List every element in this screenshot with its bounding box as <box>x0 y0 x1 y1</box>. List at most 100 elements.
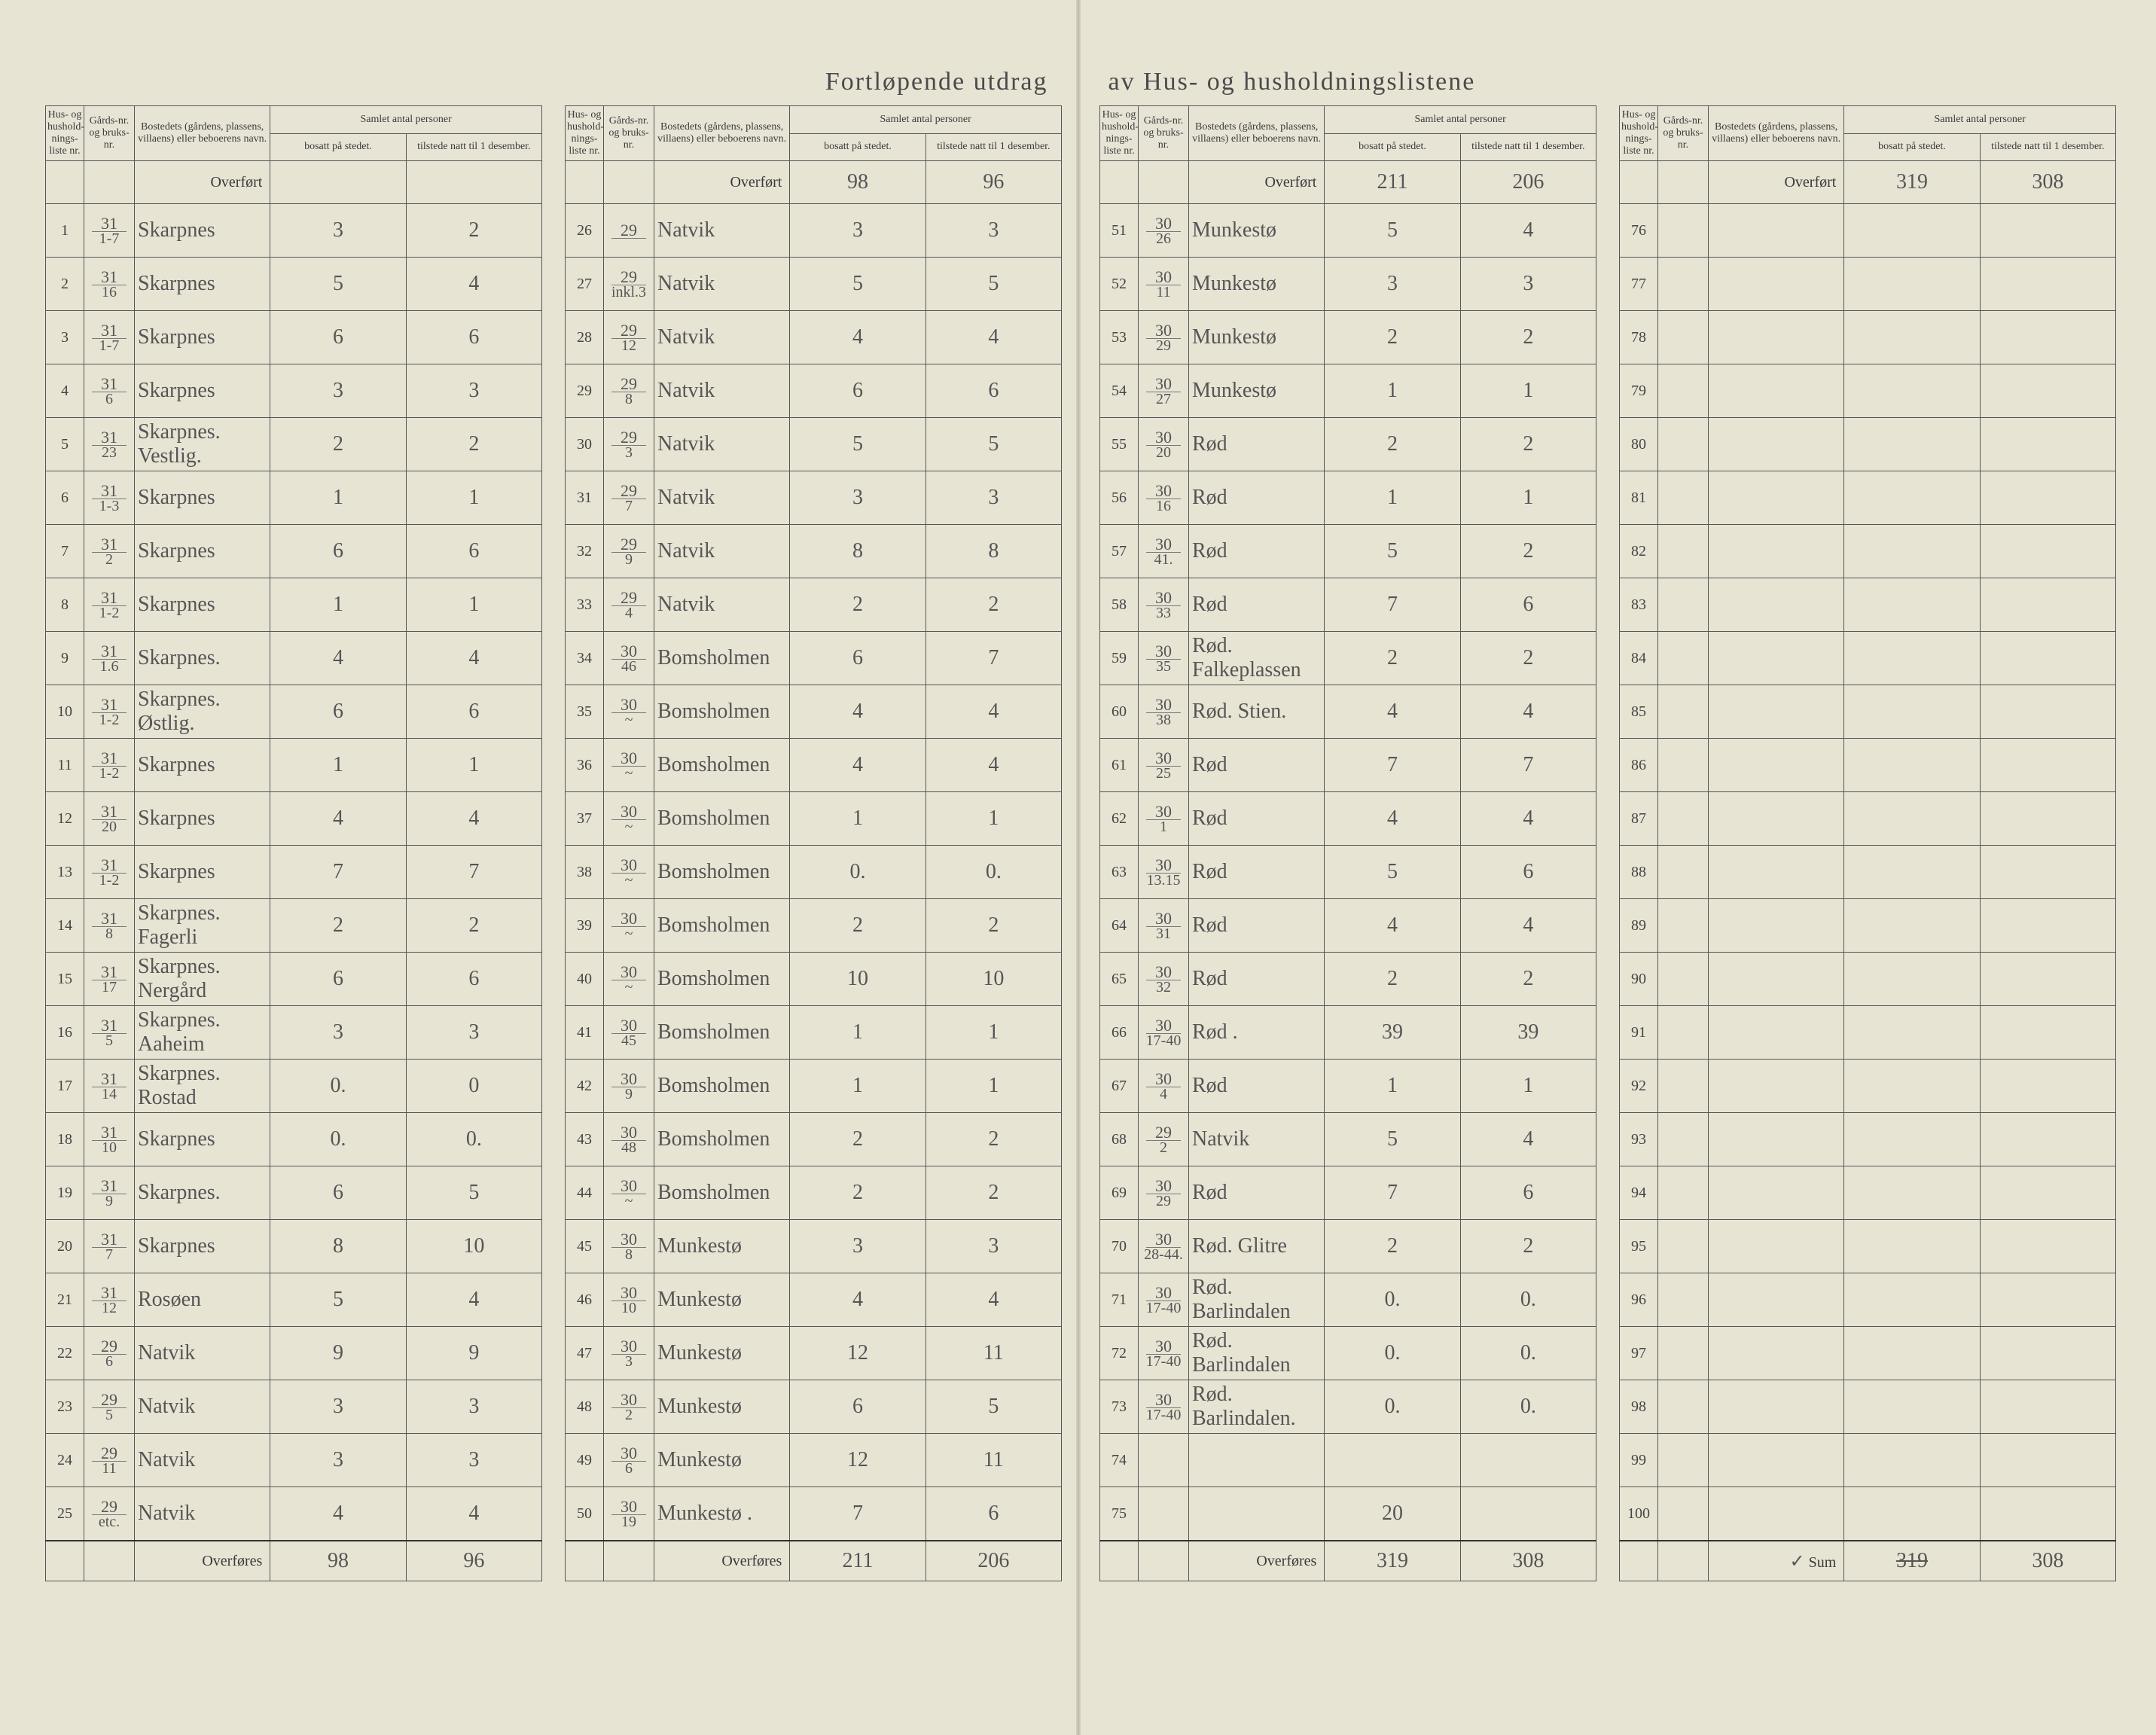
bosted-name: Skarpnes <box>135 525 270 578</box>
gard-bruk-nr: 319 <box>84 1166 135 1220</box>
table-row: 2629Natvik33 <box>566 204 1062 258</box>
bosatt-count: 2 <box>1325 1220 1460 1273</box>
tilstede-count: 4 <box>406 792 541 846</box>
gard-bruk-nr <box>1139 1487 1189 1541</box>
header-tilstede: tilstede natt til 1 desember. <box>1460 133 1596 161</box>
gard-bruk-nr: 318 <box>84 899 135 953</box>
table-row: 97 <box>1620 1327 2116 1380</box>
bosatt-count <box>1844 418 1980 471</box>
row-number: 48 <box>566 1380 604 1434</box>
row-number: 85 <box>1620 685 1658 739</box>
bosted-name <box>1709 311 1844 364</box>
gard-bruk-nr <box>1658 311 1709 364</box>
table-row: 1311-7Skarpnes32 <box>46 204 542 258</box>
bosatt-count: 2 <box>1325 632 1460 685</box>
tilstede-count: 4 <box>1460 899 1596 953</box>
tilstede-count: 5 <box>926 258 1061 311</box>
tilstede-count: 6 <box>406 311 541 364</box>
row-number: 29 <box>566 364 604 418</box>
bosatt-count: 5 <box>1325 525 1460 578</box>
bosatt-count: 0. <box>1325 1380 1460 1434</box>
table-row: 173114Skarpnes. Rostad0.0 <box>46 1060 542 1113</box>
bosatt-count: 1 <box>270 739 406 792</box>
tilstede-count: 1 <box>926 1006 1061 1060</box>
header-bosted: Bostedets (gårdens, plassens, villaens) … <box>1709 106 1844 161</box>
census-ledger-spread: Fortløpende utdrag av Hus- og husholdnin… <box>0 0 2156 1735</box>
row-number: 52 <box>1100 258 1139 311</box>
bosted-name: Rød. Barlindalen <box>1189 1327 1325 1380</box>
tilstede-count: 2 <box>406 204 541 258</box>
bosted-name: Natvik <box>135 1380 270 1434</box>
bosted-name: Munkestø <box>654 1327 790 1380</box>
gard-bruk-nr: 30~ <box>604 792 654 846</box>
table-row: 4030~Bomsholmen1010 <box>566 953 1062 1006</box>
cell-empty <box>84 161 135 204</box>
gard-bruk-nr: 30~ <box>604 739 654 792</box>
bosted-name <box>1709 685 1844 739</box>
gard-bruk-nr <box>1658 685 1709 739</box>
tilstede-count: 39 <box>1460 1006 1596 1060</box>
bosted-name: Natvik <box>654 418 790 471</box>
bosted-name: Skarpnes <box>135 846 270 899</box>
bosted-name <box>1709 1220 1844 1273</box>
row-number: 9 <box>46 632 84 685</box>
row-number: 22 <box>46 1327 84 1380</box>
tilstede-count: 1 <box>406 578 541 632</box>
footer-bosatt: 319 <box>1844 1541 1980 1581</box>
tilstede-count: 4 <box>926 685 1061 739</box>
bosatt-count: 7 <box>1325 578 1460 632</box>
tilstede-count: 6 <box>1460 578 1596 632</box>
cell-empty <box>604 1541 654 1581</box>
bosatt-count: 12 <box>790 1434 926 1487</box>
bosted-name: Munkestø <box>1189 258 1325 311</box>
footer-tilstede: 308 <box>1980 1541 2115 1581</box>
table-row: 47303Munkestø1211 <box>566 1327 1062 1380</box>
row-number: 64 <box>1100 899 1139 953</box>
tilstede-count: 3 <box>926 471 1061 525</box>
row-number: 67 <box>1100 1060 1139 1113</box>
bosatt-count <box>1844 846 1980 899</box>
table-row: 79 <box>1620 364 2116 418</box>
row-number: 6 <box>46 471 84 525</box>
gard-bruk-nr <box>1658 418 1709 471</box>
bosatt-count: 2 <box>1325 418 1460 471</box>
gard-bruk-nr: 311-2 <box>84 578 135 632</box>
cell-empty <box>1658 1541 1709 1581</box>
bosted-name: Rød <box>1189 418 1325 471</box>
table-row: 33294Natvik22 <box>566 578 1062 632</box>
row-number: 26 <box>566 204 604 258</box>
row-number: 19 <box>46 1166 84 1220</box>
table-row: 8311-2Skarpnes11 <box>46 578 542 632</box>
table-row: 87 <box>1620 792 2116 846</box>
gard-bruk-nr: 3029 <box>1139 1166 1189 1220</box>
bosatt-count: 1 <box>1325 1060 1460 1113</box>
table-row: 96 <box>1620 1273 2116 1327</box>
row-number: 72 <box>1100 1327 1139 1380</box>
bosatt-count: 6 <box>270 953 406 1006</box>
gard-bruk-nr: 3038 <box>1139 685 1189 739</box>
tilstede-count: 0. <box>926 846 1061 899</box>
table-row: 23116Skarpnes54 <box>46 258 542 311</box>
overfort-tilstede: 308 <box>1980 161 2115 204</box>
cell-empty <box>84 1541 135 1581</box>
bosted-name: Skarpnes <box>135 1113 270 1166</box>
table-row: 573041.Rød52 <box>1100 525 1596 578</box>
bosted-name <box>1709 525 1844 578</box>
tilstede-count: 2 <box>926 578 1061 632</box>
bosatt-count <box>1844 1220 1980 1273</box>
tilstede-count: 4 <box>926 739 1061 792</box>
gard-bruk-nr: 30~ <box>604 846 654 899</box>
bosted-name: Natvik <box>654 364 790 418</box>
table-row: 663017-40Rød .3939 <box>1100 1006 1596 1060</box>
table-row: 593035Rød. Falkeplassen22 <box>1100 632 1596 685</box>
gard-bruk-nr: 297 <box>604 471 654 525</box>
table-row: 62301Rød44 <box>1100 792 1596 846</box>
gard-bruk-nr <box>1658 1434 1709 1487</box>
row-number: 34 <box>566 632 604 685</box>
bosatt-count <box>1844 953 1980 1006</box>
bosted-name: Rød <box>1189 953 1325 1006</box>
gard-bruk-nr: 311-7 <box>84 311 135 364</box>
gard-bruk-nr: 3020 <box>1139 418 1189 471</box>
gard-bruk-nr: 292 <box>1139 1113 1189 1166</box>
table-row: 81 <box>1620 471 2116 525</box>
